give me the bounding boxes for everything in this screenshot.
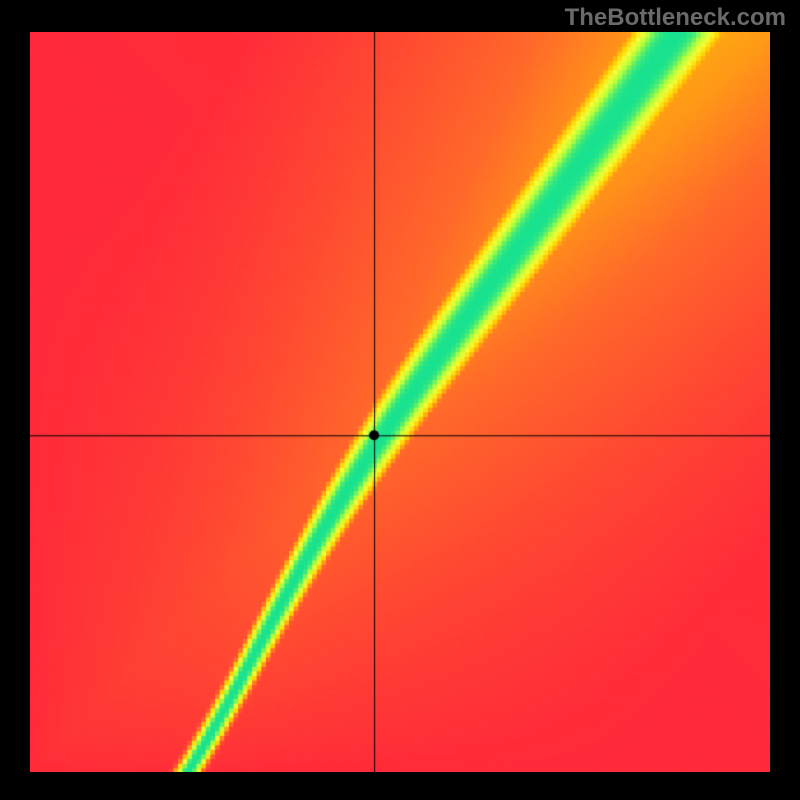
watermark-text: TheBottleneck.com [565, 4, 786, 32]
bottleneck-heatmap [30, 32, 770, 772]
chart-root: TheBottleneck.com [0, 0, 800, 800]
